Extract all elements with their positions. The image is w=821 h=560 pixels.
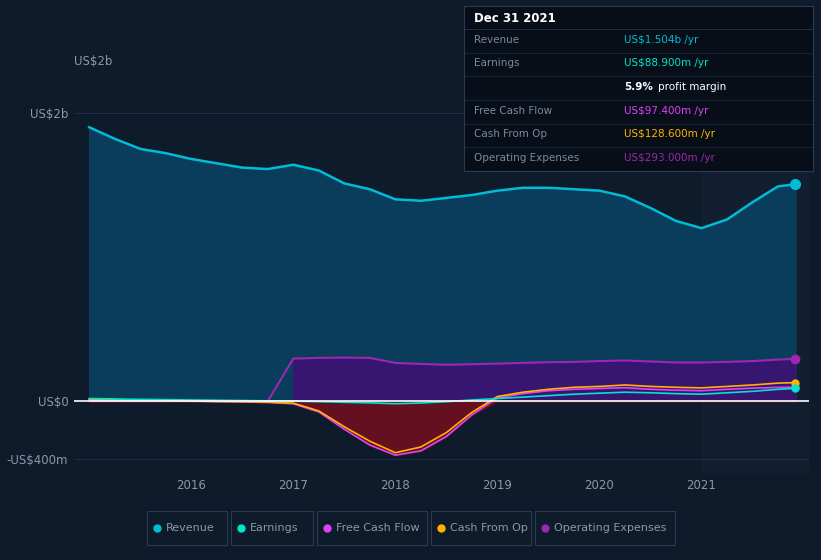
Text: Earnings: Earnings bbox=[250, 523, 298, 533]
Text: Cash From Op: Cash From Op bbox=[450, 523, 527, 533]
Text: Free Cash Flow: Free Cash Flow bbox=[336, 523, 420, 533]
Bar bbox=[701, 84, 809, 473]
Text: US$2b: US$2b bbox=[74, 55, 112, 68]
Text: US$128.600m /yr: US$128.600m /yr bbox=[624, 129, 715, 139]
Text: Revenue: Revenue bbox=[475, 35, 520, 45]
Text: Dec 31 2021: Dec 31 2021 bbox=[475, 12, 556, 25]
Text: US$97.400m /yr: US$97.400m /yr bbox=[624, 106, 709, 115]
Text: Revenue: Revenue bbox=[166, 523, 214, 533]
Text: Earnings: Earnings bbox=[475, 58, 520, 68]
Text: Free Cash Flow: Free Cash Flow bbox=[475, 106, 553, 115]
Text: US$1.504b /yr: US$1.504b /yr bbox=[624, 35, 699, 45]
Text: Operating Expenses: Operating Expenses bbox=[475, 153, 580, 163]
Text: US$293.000m /yr: US$293.000m /yr bbox=[624, 153, 715, 163]
Text: 5.9%: 5.9% bbox=[624, 82, 654, 92]
Text: US$88.900m /yr: US$88.900m /yr bbox=[624, 58, 709, 68]
Text: profit margin: profit margin bbox=[658, 82, 726, 92]
Text: Operating Expenses: Operating Expenses bbox=[553, 523, 666, 533]
Text: Cash From Op: Cash From Op bbox=[475, 129, 548, 139]
